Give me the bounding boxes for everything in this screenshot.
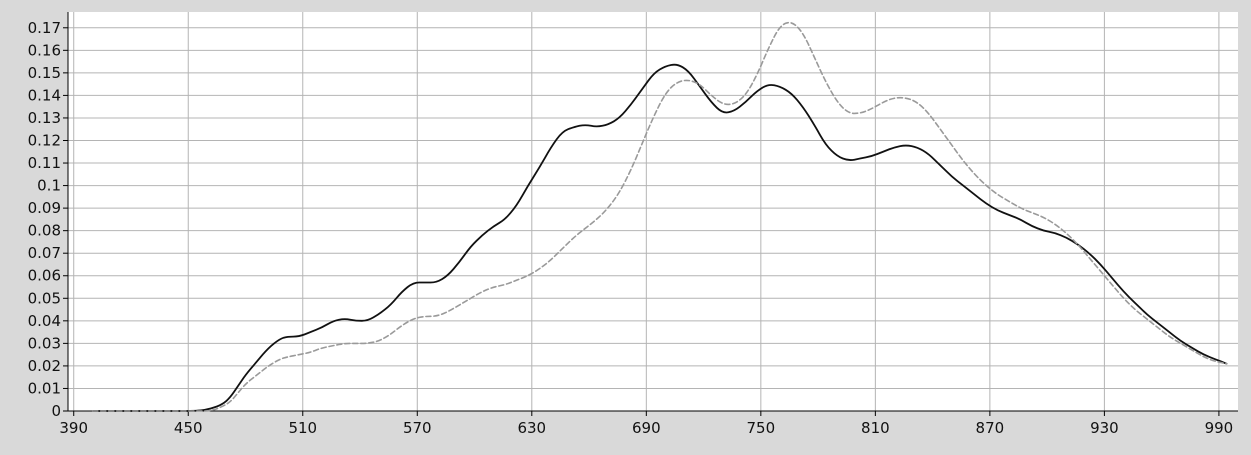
x-tick-label: 450 bbox=[174, 419, 203, 437]
axes bbox=[63, 12, 1238, 416]
y-tick-label: 0.05 bbox=[28, 289, 61, 307]
y-tick-label: 0.17 bbox=[28, 19, 61, 37]
series-lines bbox=[91, 21, 1228, 412]
x-tick-label: 870 bbox=[976, 419, 1005, 437]
y-tick-label: 0.07 bbox=[28, 244, 61, 262]
x-tick-label: 990 bbox=[1205, 419, 1234, 437]
y-tick-label: 0.04 bbox=[28, 312, 61, 330]
x-tick-label: 810 bbox=[861, 419, 890, 437]
y-tick-label: 0 bbox=[51, 402, 61, 420]
y-tick-label: 0.11 bbox=[28, 154, 61, 172]
y-tick-label: 0.03 bbox=[28, 334, 61, 352]
x-tick-label: 390 bbox=[59, 419, 88, 437]
plot-area bbox=[68, 12, 1238, 411]
y-tick-label: 0.14 bbox=[28, 86, 61, 104]
y-tick-label: 0.16 bbox=[28, 41, 61, 59]
x-tick-label: 630 bbox=[517, 419, 546, 437]
x-tick-label: 570 bbox=[403, 419, 432, 437]
tick-labels: 0 0.01 0.02 0.03 0.04 0.05 0.06 0.07 0.08 0.09 0.1… bbox=[28, 19, 1234, 437]
x-tick-label: 690 bbox=[632, 419, 661, 437]
y-tick-label: 0.13 bbox=[28, 109, 61, 127]
y-tick-label: 0.12 bbox=[28, 131, 61, 149]
y-tick-label: 0.09 bbox=[28, 199, 61, 217]
y-tick-label: 0.01 bbox=[28, 379, 61, 397]
series-line-1 bbox=[91, 63, 1228, 412]
y-tick-label: 0.15 bbox=[28, 64, 61, 82]
y-tick-label: 0.02 bbox=[28, 357, 61, 375]
x-tick-label: 510 bbox=[288, 419, 317, 437]
x-tick-label: 930 bbox=[1090, 419, 1119, 437]
y-tick-label: 0.1 bbox=[37, 177, 61, 195]
series-line-2 bbox=[92, 21, 1228, 412]
y-tick-label: 0.06 bbox=[28, 267, 61, 285]
y-tick-label: 0.08 bbox=[28, 222, 61, 240]
x-tick-label: 750 bbox=[747, 419, 776, 437]
